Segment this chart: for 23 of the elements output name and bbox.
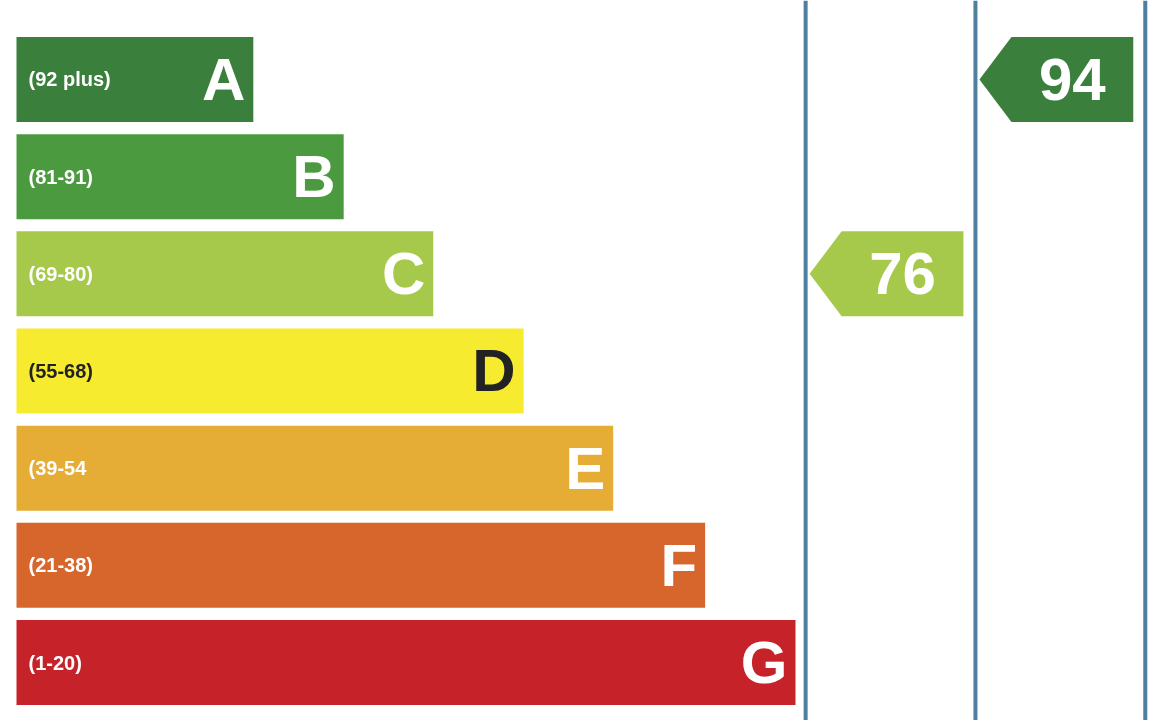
annotation: B bbox=[292, 143, 336, 211]
annotation: C bbox=[381, 240, 426, 308]
annotation: A bbox=[201, 45, 246, 113]
y-tick-label: (92 plus) bbox=[28, 68, 111, 91]
text: 76 bbox=[869, 240, 936, 308]
bar bbox=[16, 36, 254, 122]
bar bbox=[16, 620, 796, 705]
bar bbox=[16, 425, 614, 511]
bar bbox=[16, 134, 344, 220]
y-tick-label: (69-80) bbox=[28, 262, 93, 285]
text: 94 bbox=[1038, 45, 1107, 113]
annotation: D bbox=[472, 337, 516, 405]
annotation: G bbox=[740, 629, 788, 697]
y-tick-label: (1-20) bbox=[28, 651, 82, 674]
annotation: E bbox=[565, 434, 606, 502]
bar bbox=[16, 328, 524, 414]
y-tick-label: (21-38) bbox=[28, 554, 93, 577]
y-tick-label: (39-54 bbox=[28, 457, 88, 480]
bar bbox=[16, 231, 434, 317]
y-tick-label: (55-68) bbox=[28, 360, 93, 382]
bar bbox=[16, 522, 706, 608]
y-tick-label: (81-91) bbox=[28, 165, 93, 188]
annotation: F bbox=[660, 531, 698, 599]
